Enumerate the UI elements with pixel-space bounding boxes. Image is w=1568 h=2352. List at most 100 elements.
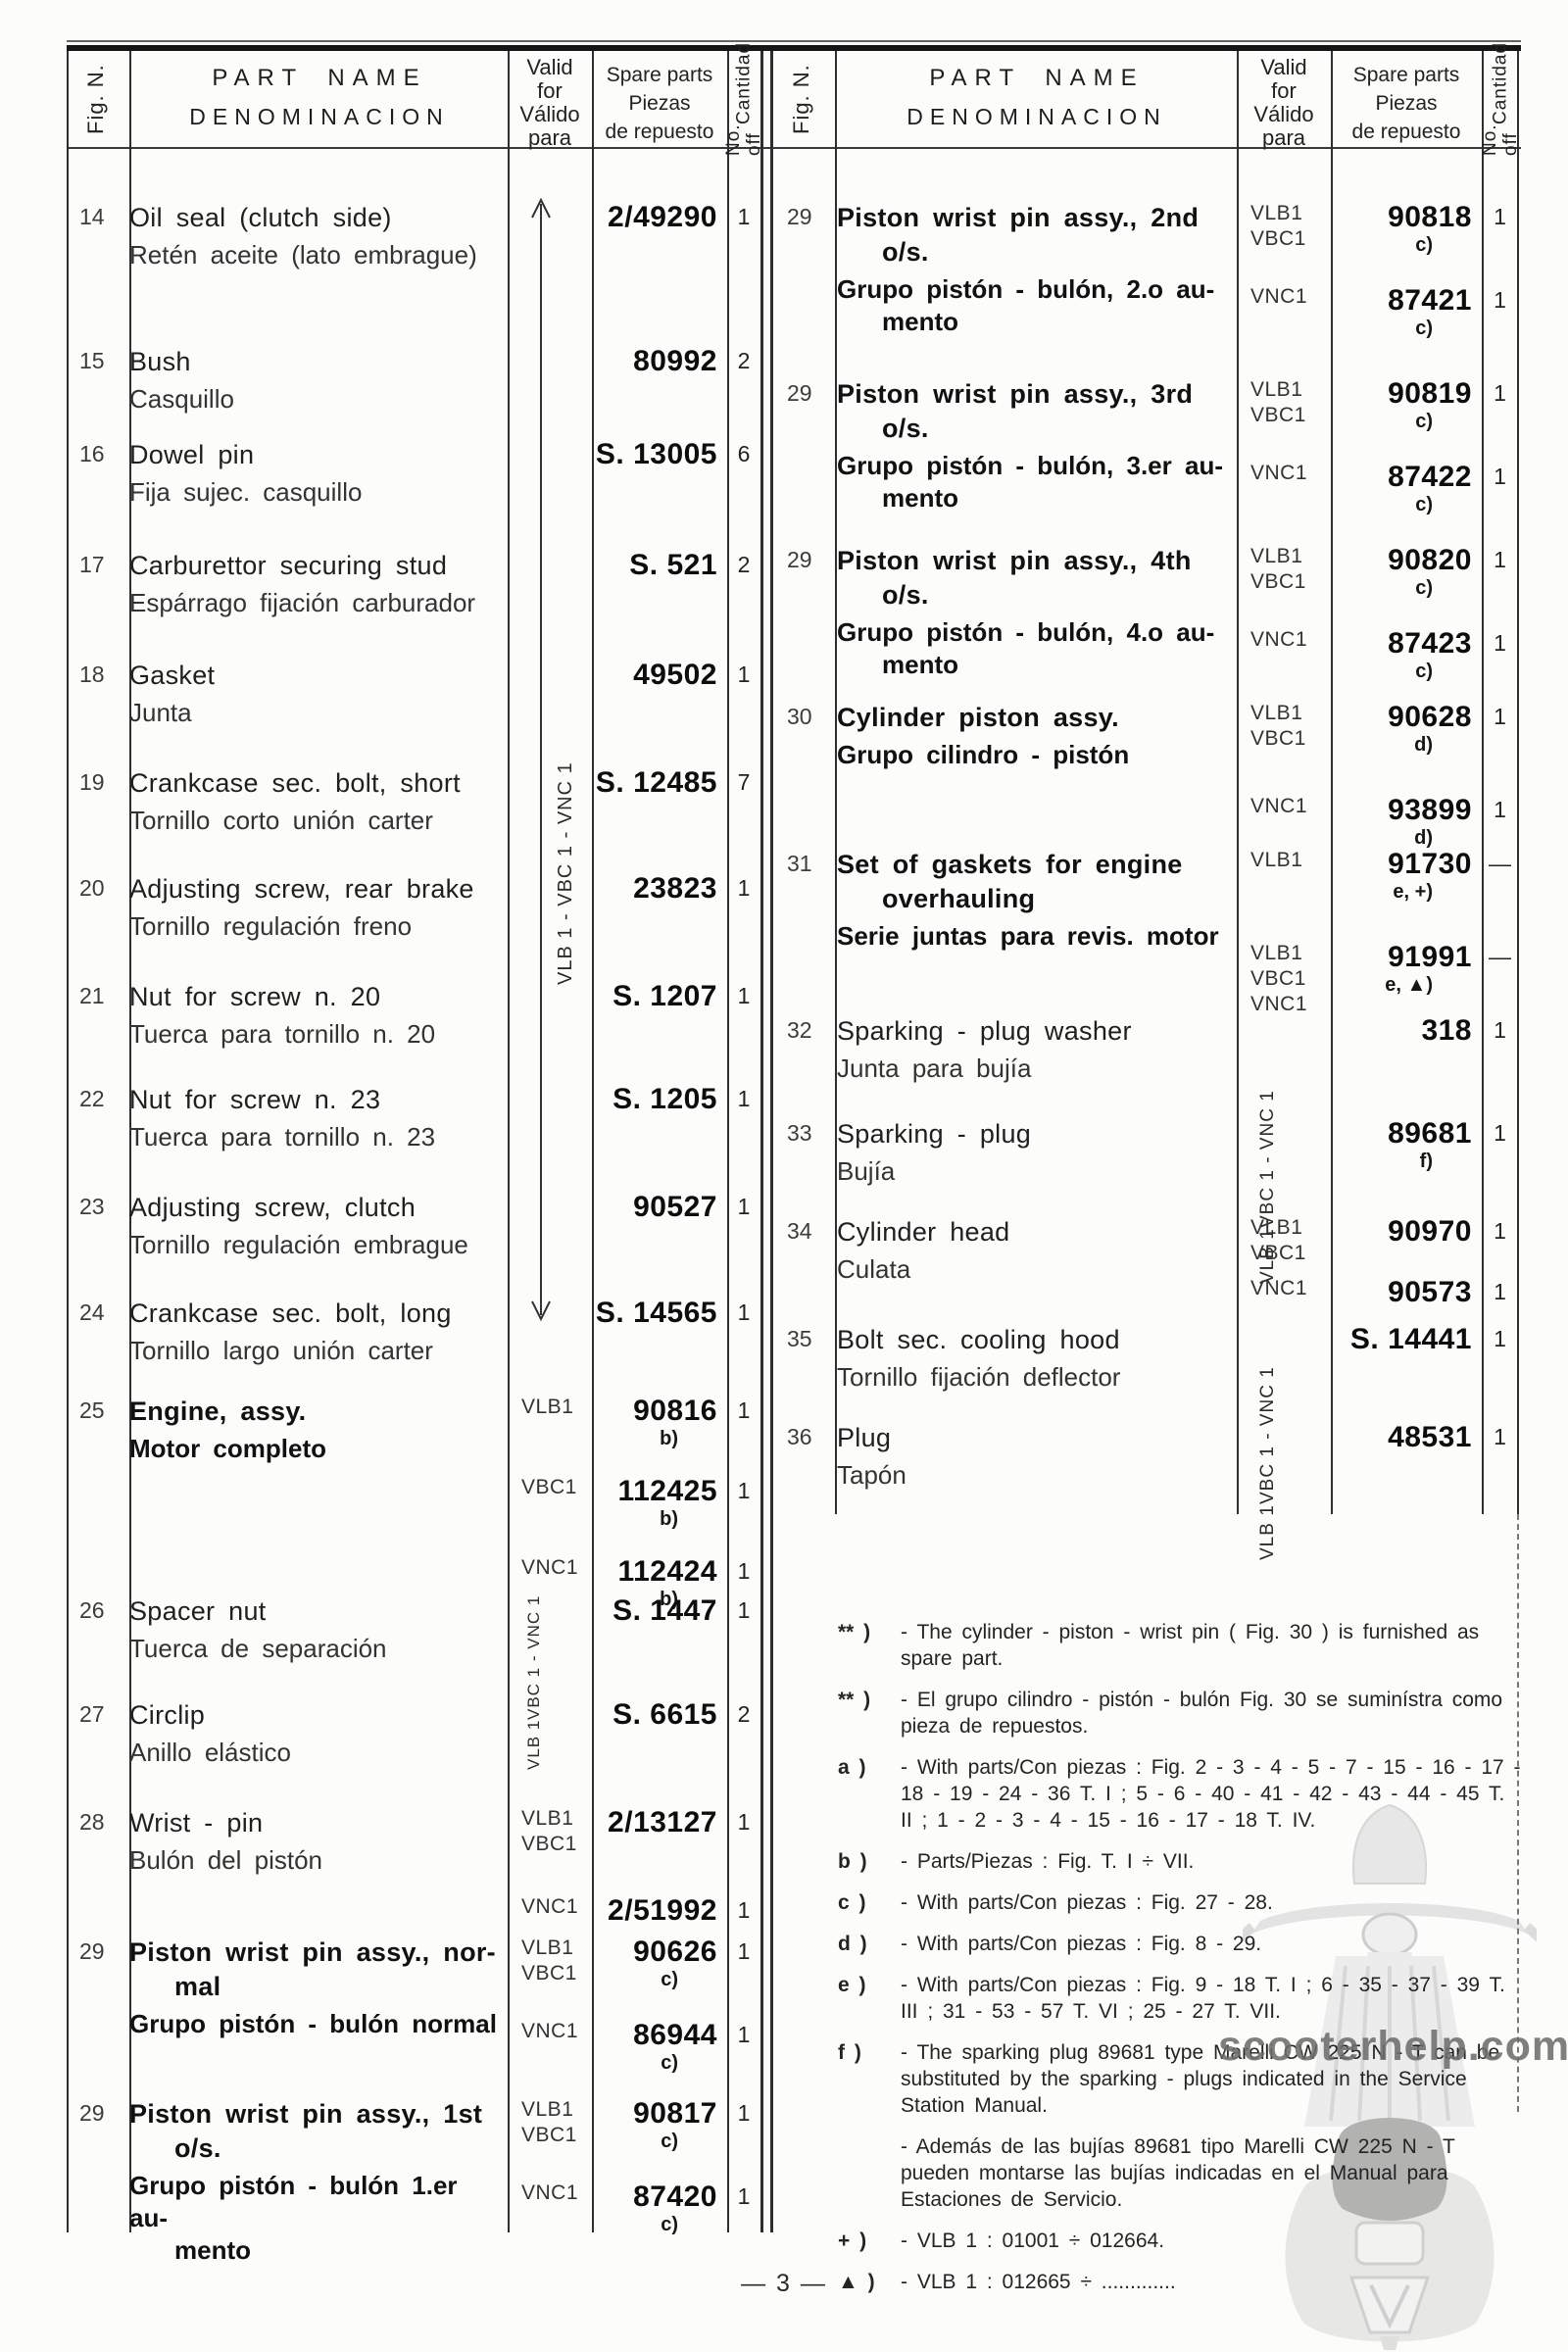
valid-model: VLB1 bbox=[1250, 545, 1303, 567]
part-name-en: Gasket bbox=[129, 661, 216, 690]
part-variant: VNC1 87423 c) 1 bbox=[1237, 627, 1518, 683]
part-name-en: Nut for screw n. 23 bbox=[129, 1085, 381, 1114]
footnote-symbol: ** ) bbox=[838, 1689, 871, 1711]
part-name-en: Crankcase sec. bolt, long bbox=[129, 1298, 452, 1328]
part-note: d) bbox=[1414, 827, 1433, 849]
table-row: 23 Adjusting screw, clutch Tornillo regu… bbox=[67, 1191, 760, 1297]
footnotes: ** ) - The cylinder - piston - wrist pin … bbox=[838, 1619, 1524, 2310]
part-variant: VNC1 87421 c) 1 bbox=[1237, 284, 1518, 340]
part-note: b) bbox=[660, 1428, 678, 1449]
valid-model: VLB1 bbox=[521, 1936, 574, 1959]
part-number: 89681 bbox=[1388, 1117, 1472, 1150]
footnote-symbol: b ) bbox=[838, 1850, 867, 1873]
header-spare-1: Spare parts bbox=[1352, 64, 1460, 86]
quantity: 2 bbox=[737, 552, 751, 577]
part-number: S. 14565 bbox=[595, 1297, 717, 1329]
fig-number: 17 bbox=[79, 552, 105, 577]
header-qty-right: No. off Cantidad bbox=[1480, 42, 1521, 157]
valid-model: VNC1 bbox=[521, 1556, 579, 1579]
footnote: - Además de las bujías 89681 tipo Marell… bbox=[838, 2133, 1524, 2213]
part-name-en: Set of gaskets for engine bbox=[837, 850, 1183, 879]
part-variant: 318 1 bbox=[1237, 1014, 1518, 1047]
quantity: 1 bbox=[737, 1194, 751, 1219]
table-row: 22 Nut for screw n. 23 Tuerca para torni… bbox=[67, 1083, 760, 1191]
part-name-en: Spacer nut bbox=[129, 1596, 267, 1626]
part-name-en-cont: overhauling bbox=[882, 884, 1036, 913]
part-name-en: Adjusting screw, rear brake bbox=[129, 874, 474, 904]
header-valid-2: for bbox=[1271, 78, 1297, 103]
quantity: 1 bbox=[1494, 1279, 1506, 1304]
header-fig-right: Fig. N. bbox=[789, 64, 813, 134]
quantity: 1 bbox=[1494, 1424, 1506, 1449]
valid-for-models bbox=[508, 201, 594, 233]
center-rule-a bbox=[760, 51, 763, 2232]
part-note: c) bbox=[1415, 411, 1433, 432]
part-name-es-cont: mento bbox=[882, 307, 958, 336]
fig-number: 25 bbox=[79, 1397, 105, 1423]
part-name-es: Motor completo bbox=[129, 1434, 326, 1463]
part-name-es: Retén aceite (lato embrague) bbox=[129, 240, 477, 270]
valid-model: VBC1 bbox=[1250, 404, 1306, 426]
fig-number: 16 bbox=[79, 441, 105, 466]
valid-model: VLB1 bbox=[1250, 849, 1303, 871]
part-variant: VNC1 112424 b) 1 bbox=[508, 1555, 760, 1611]
part-variant: VBC1 112425 b) 1 bbox=[508, 1475, 760, 1531]
fig-number: 22 bbox=[79, 1086, 105, 1111]
footnote: b ) - Parts/Piezas : Fig. T. I ÷ VII. bbox=[838, 1848, 1524, 1875]
part-name-es: Bujía bbox=[837, 1156, 896, 1186]
part-variant: VNC1 87420 c) 1 bbox=[508, 2180, 760, 2236]
part-variant: S. 1207 1 bbox=[508, 980, 760, 1012]
table-row: 19 Crankcase sec. bolt, short Tornillo c… bbox=[67, 766, 760, 872]
part-name-es: Grupo pistón - bulón 1.er au- bbox=[129, 2171, 458, 2232]
part-name-es: Tornillo regulación freno bbox=[129, 911, 413, 941]
part-name-en: Carburettor securing stud bbox=[129, 551, 448, 580]
quantity: 1 bbox=[737, 1809, 751, 1835]
header-valid-4: para bbox=[527, 125, 572, 150]
part-note: c) bbox=[1415, 234, 1433, 256]
fig-number: 36 bbox=[787, 1424, 812, 1449]
fig-number: 29 bbox=[787, 204, 812, 229]
footnote-text: - Además de las bujías 89681 tipo Marell… bbox=[901, 2135, 1455, 2211]
table-row: 31 Set of gaskets for engine overhauling… bbox=[774, 848, 1518, 1017]
part-note: b) bbox=[660, 1508, 678, 1530]
part-variant: S. 12485 7 bbox=[508, 766, 760, 799]
header-qty-2: Cantidad bbox=[733, 41, 755, 124]
part-number: 90820 bbox=[1388, 544, 1472, 576]
part-number: 91730 bbox=[1388, 848, 1472, 880]
part-variant: VLB1 VBC1 90628 d) 1 bbox=[1237, 701, 1518, 757]
table-row: 34 Cylinder head Culata VLB1 VBC1 90970 … bbox=[774, 1215, 1518, 1323]
part-name: Oil seal (clutch side) Retén aceite (lat… bbox=[129, 201, 506, 271]
part-variant: VLB1 VBC1 90626 c) 1 bbox=[508, 1936, 760, 1991]
part-variant: S. 6615 2 bbox=[508, 1698, 760, 1731]
part-name-en-cont: o/s. bbox=[882, 237, 929, 267]
footnote: d ) - With parts/Con piezas : Fig. 8 - 29… bbox=[838, 1931, 1524, 1957]
part-name-en: Engine, assy. bbox=[129, 1396, 307, 1426]
header-spare-2: Piezas bbox=[628, 92, 691, 115]
footnote-text: - The sparking plug 89681 type Marelli C… bbox=[901, 2041, 1500, 2117]
valid-model: VNC1 bbox=[1250, 462, 1308, 484]
header-denominacion: DENOMINACION bbox=[189, 104, 450, 129]
valid-model: VBC1 bbox=[521, 1962, 577, 1984]
quantity: 1 bbox=[737, 2100, 751, 2126]
header-valid-3: Válido bbox=[519, 102, 580, 126]
header-valid-1: Valid bbox=[526, 55, 573, 79]
fig-number: 15 bbox=[79, 348, 105, 373]
footnote-text: - With parts/Con piezas : Fig. 27 - 28. bbox=[901, 1891, 1273, 1914]
divider bbox=[835, 51, 837, 1514]
quantity: 1 bbox=[737, 1597, 751, 1623]
quantity: 1 bbox=[1494, 204, 1506, 229]
part-variant: VLB1 VBC1 VNC1 91991 e, ▲) — bbox=[1237, 941, 1518, 1017]
part-name-es-cont: mento bbox=[882, 483, 958, 513]
part-number: 2/49290 bbox=[608, 201, 717, 233]
fig-number: 21 bbox=[79, 983, 105, 1008]
fig-number: 14 bbox=[79, 204, 105, 229]
quantity: 7 bbox=[737, 769, 751, 795]
fig-number: 31 bbox=[787, 851, 812, 876]
part-number: 90628 bbox=[1388, 701, 1472, 733]
table-row: 29 Piston wrist pin assy., 1st o/s. Grup… bbox=[67, 2097, 760, 2265]
valid-model: VLB1 bbox=[1250, 1216, 1303, 1239]
part-note: c) bbox=[1415, 661, 1433, 682]
header-fig-left: Fig. N. bbox=[83, 64, 108, 134]
footnote-symbol: a ) bbox=[838, 1756, 866, 1779]
part-note: d) bbox=[1414, 734, 1433, 756]
